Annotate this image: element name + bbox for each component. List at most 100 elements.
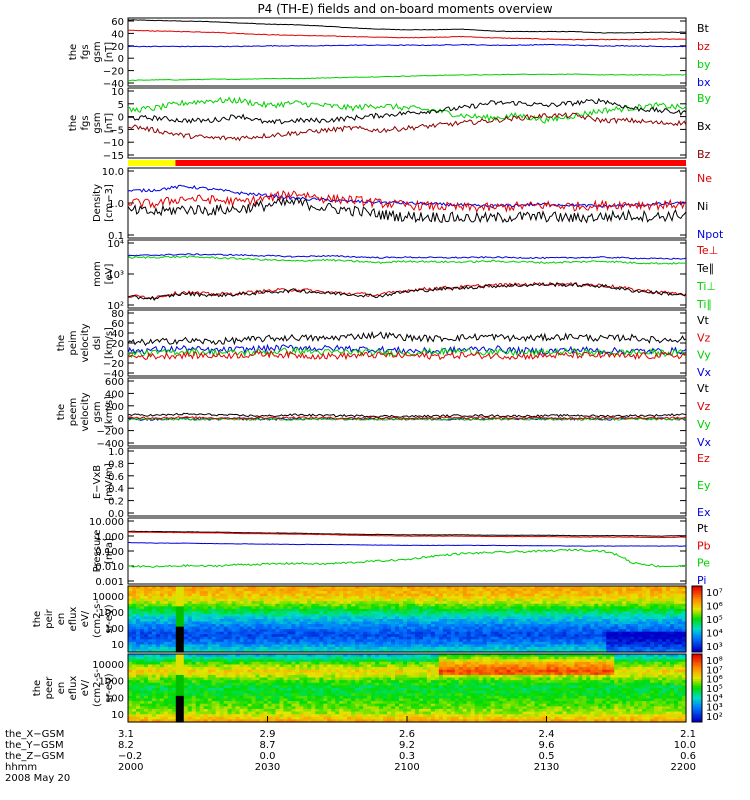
spectrogram-cell <box>207 688 213 692</box>
spectrogram-cell <box>343 616 348 620</box>
spectrogram-cell <box>574 629 579 633</box>
spectrogram-cell <box>247 636 253 640</box>
spectrogram-cell <box>626 611 631 615</box>
spectrogram-cell <box>239 693 245 697</box>
spectrogram-cell <box>375 598 380 602</box>
spectrogram-cell <box>375 629 380 633</box>
spectrogram-cell <box>275 598 281 602</box>
spectrogram-cell <box>147 588 153 592</box>
spectrogram-cell <box>203 646 209 651</box>
spectrogram-cell <box>143 613 149 618</box>
spectrogram-cell <box>203 659 209 663</box>
spectrogram-cell <box>235 701 241 705</box>
spectrogram-cell <box>422 591 428 595</box>
spectrogram-cell <box>438 616 444 620</box>
spectrogram-cell <box>550 631 556 635</box>
spectrogram-cell <box>534 613 540 618</box>
colorbar-cell <box>692 649 702 653</box>
spectrogram-cell <box>586 636 591 640</box>
series-line-By <box>127 96 687 124</box>
spectrogram-cell <box>454 629 460 633</box>
spectrogram-cell <box>203 708 209 713</box>
spectrogram-cell <box>662 634 667 638</box>
spectrogram-cell <box>295 606 300 610</box>
spectrogram-cell <box>558 629 564 633</box>
spectrogram-cell <box>363 634 368 638</box>
spectrogram-cell <box>275 716 281 720</box>
spectrogram-cell <box>247 716 253 720</box>
spectrogram-cell <box>191 654 197 658</box>
spectrogram-cell <box>410 619 416 623</box>
spectrogram-cell <box>151 596 157 600</box>
spectrogram-cell <box>147 682 153 686</box>
spectrogram-cell <box>626 646 631 651</box>
spectrogram-cell <box>287 677 293 681</box>
spectrogram-cell <box>442 586 448 590</box>
spectrogram-cell <box>211 669 217 673</box>
spectrogram-cell <box>355 624 360 628</box>
spectrogram-cell <box>227 669 233 673</box>
spectrogram-cell <box>598 601 603 605</box>
spectrogram-cell <box>662 646 667 651</box>
spectrogram-cell <box>199 711 205 715</box>
spectrogram-cell <box>426 601 432 605</box>
spectrogram-cell <box>131 661 137 666</box>
spectrogram-cell <box>179 593 185 597</box>
spectrogram-cell <box>407 616 412 620</box>
spectrogram-cell <box>574 593 579 597</box>
spectrogram-cell <box>255 634 261 638</box>
spectrogram-cell <box>614 649 619 653</box>
spectrogram-cell <box>259 591 265 595</box>
spectrogram-cell <box>199 601 205 605</box>
spectrogram-cell <box>191 606 197 610</box>
y-tick-label: 0.6 <box>108 472 124 483</box>
spectrogram-cell <box>243 677 249 681</box>
spectrogram-cell <box>175 611 181 615</box>
spectrogram-cell <box>263 661 269 666</box>
spectrogram-cell <box>179 598 185 602</box>
spectrogram-cell <box>462 641 468 645</box>
spectrogram-cell <box>255 701 261 705</box>
spectrogram-cell <box>383 621 388 625</box>
spectrogram-cell <box>263 701 269 705</box>
spectrogram-cell <box>191 667 197 671</box>
spectrogram-cell <box>263 693 269 697</box>
spectrogram-cell <box>151 649 157 653</box>
spectrogram-cell <box>530 624 536 628</box>
spectrogram-cell <box>578 619 583 623</box>
spectrogram-cell <box>211 636 217 640</box>
spectrogram-cell <box>650 636 655 640</box>
spectrogram-cell <box>171 611 177 615</box>
spectrogram-cell <box>303 621 308 625</box>
spectrogram-cell <box>347 586 352 590</box>
spectrogram-cell <box>283 708 289 713</box>
spectrogram-cell <box>179 649 185 653</box>
spectrogram-cell <box>522 629 528 633</box>
spectrogram-cell <box>554 613 560 618</box>
y-axis-label: Pressure <box>92 530 103 573</box>
spectrogram-cell <box>554 616 560 620</box>
spectrogram-cell <box>678 603 683 607</box>
spectrogram-cell <box>450 636 456 640</box>
spectrogram-cell <box>279 711 285 715</box>
spectrogram-cell <box>610 646 615 651</box>
spectrogram-cell <box>271 680 277 684</box>
spectrogram-cell <box>391 639 396 643</box>
spectrogram-cell <box>343 619 348 623</box>
spectrogram-cell <box>211 714 217 718</box>
spectrogram-cell <box>474 634 480 638</box>
spectrogram-cell <box>175 664 181 668</box>
spectrogram-cell <box>379 591 384 595</box>
spectrogram-cell <box>275 634 281 638</box>
spectrogram-cell <box>566 596 572 600</box>
spectrogram-cell <box>558 644 564 648</box>
spectrogram-cell <box>243 661 249 666</box>
spectrogram-cell <box>387 611 392 615</box>
spectrogram-cell <box>159 596 165 600</box>
spectrogram-cell <box>662 619 667 623</box>
spectrogram-cell <box>147 685 153 689</box>
spectrogram-cell <box>207 711 213 715</box>
spectrogram-cell <box>255 719 261 723</box>
spectrogram-cell <box>546 586 552 590</box>
spectrogram-cell <box>526 603 532 607</box>
